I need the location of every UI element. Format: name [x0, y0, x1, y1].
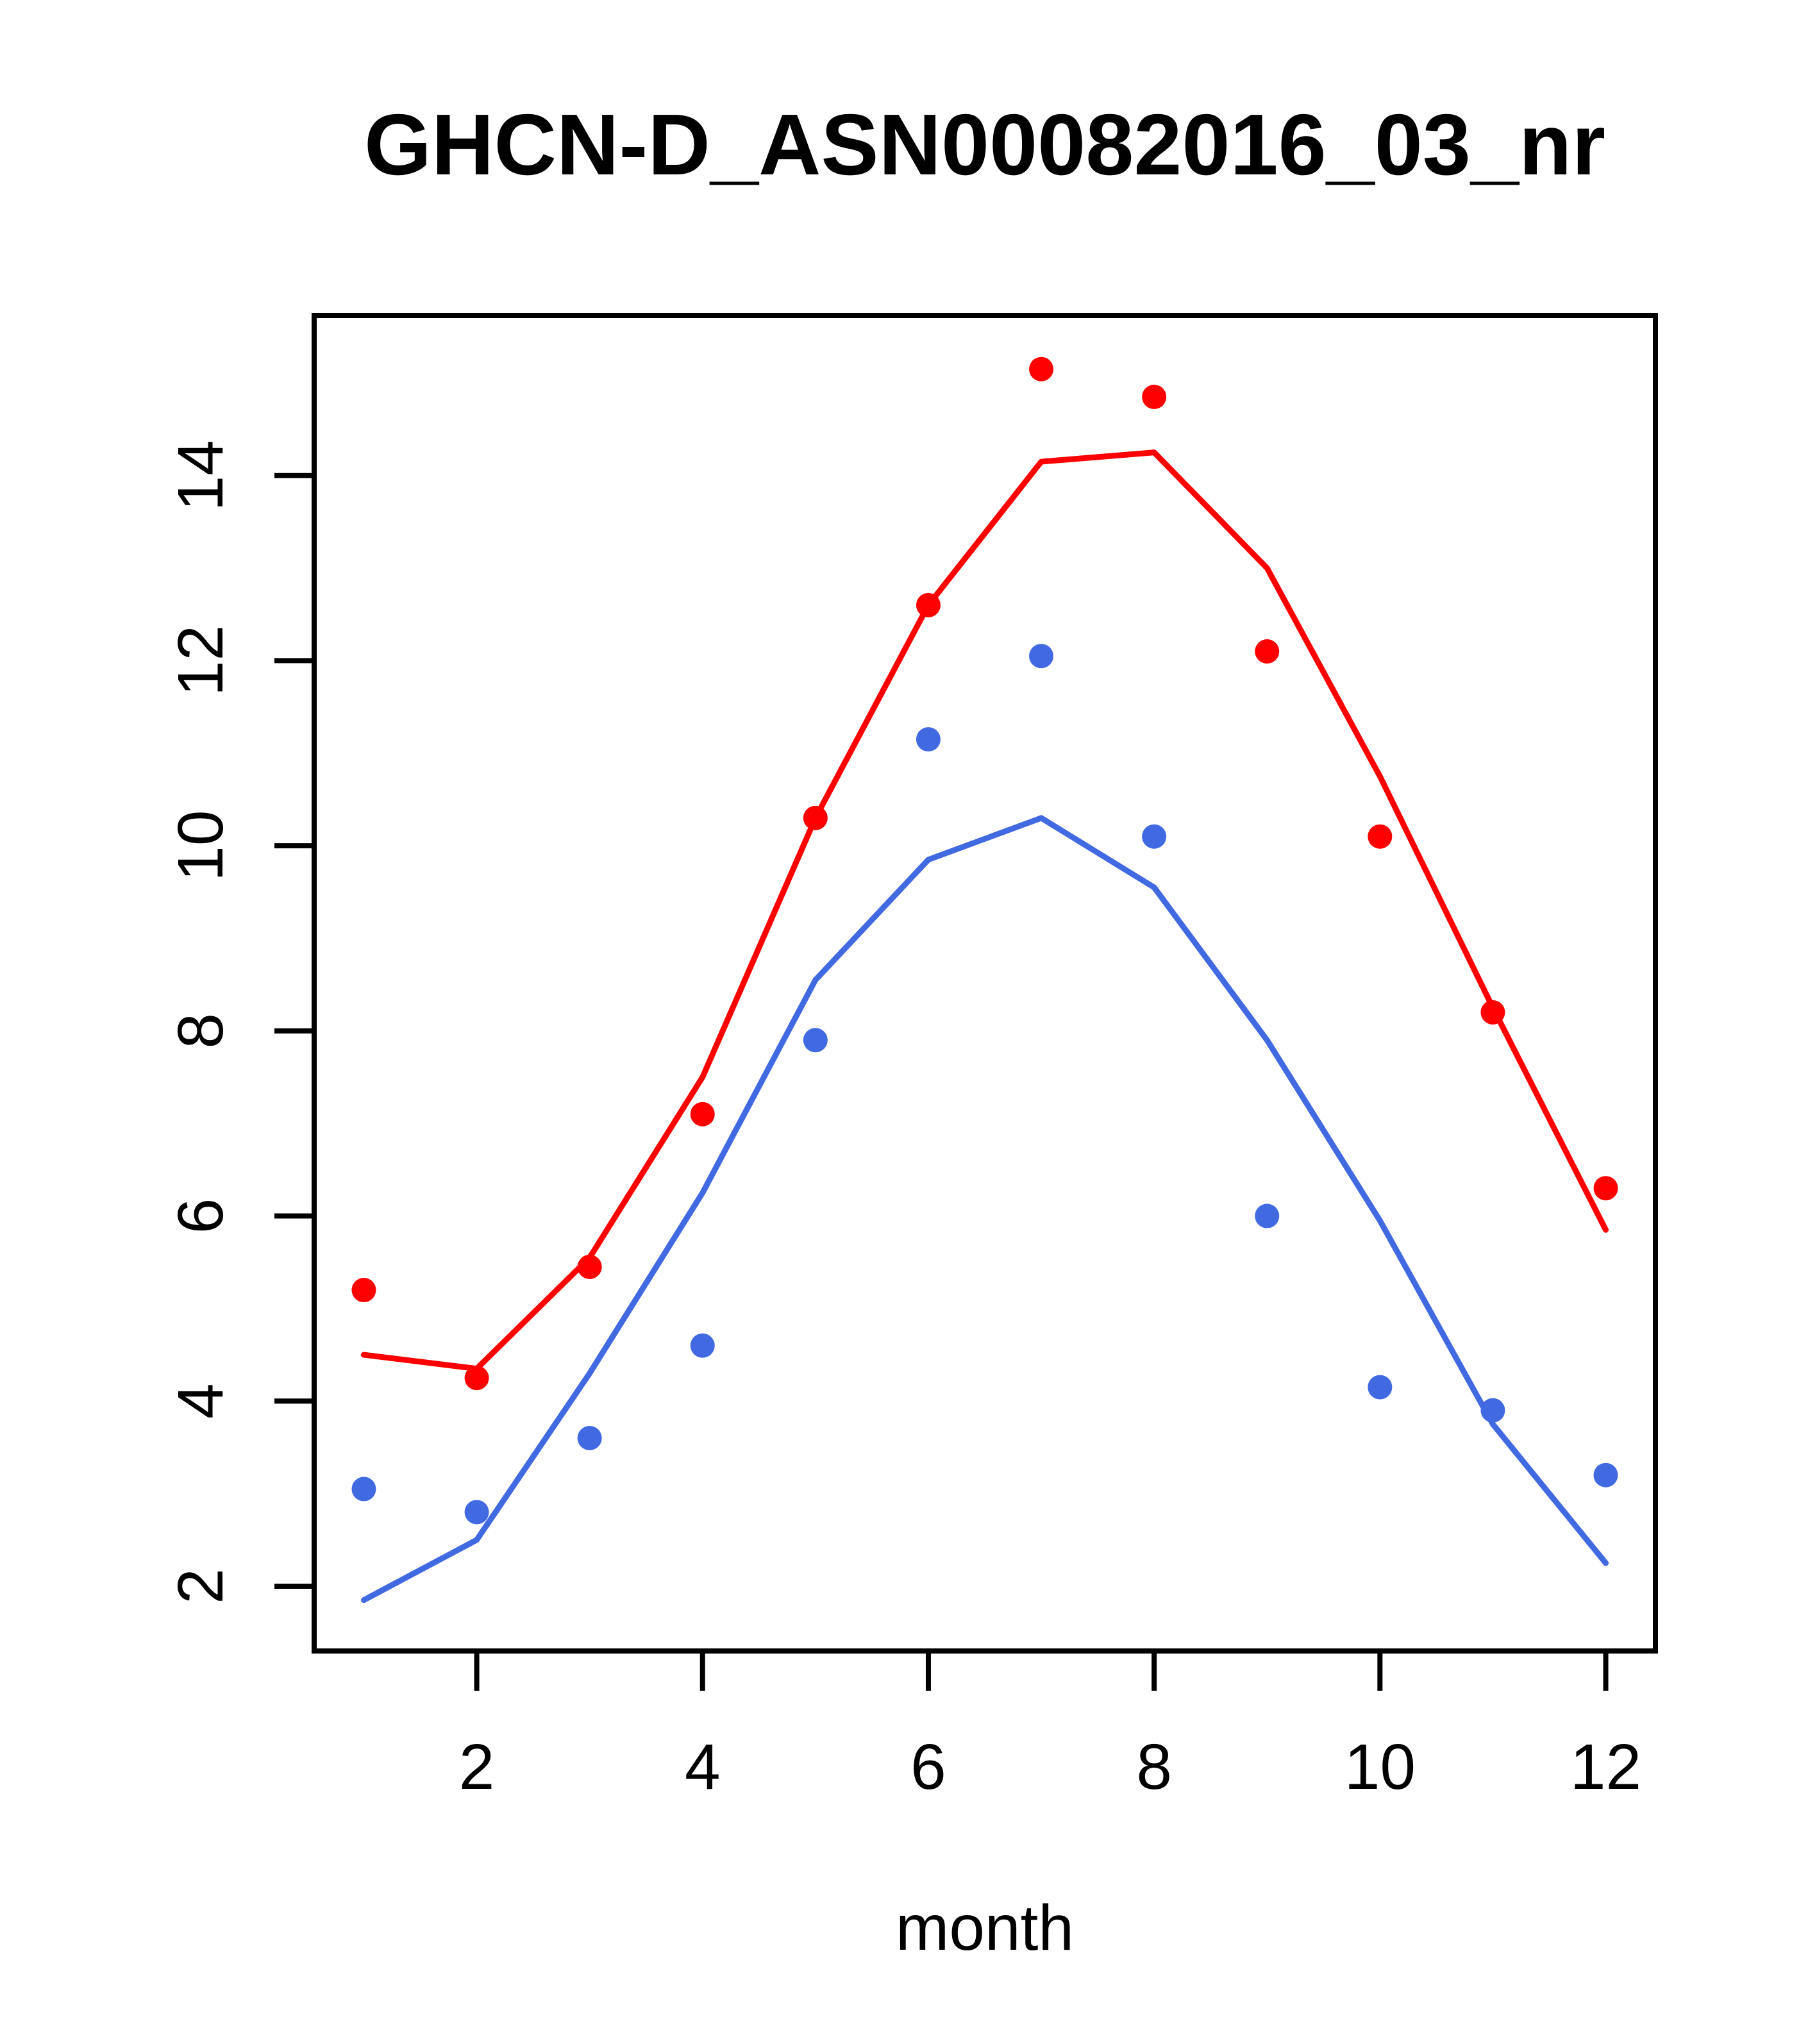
y-tick-label: 6 [165, 1198, 237, 1234]
red-points-marker [916, 592, 941, 617]
red-line [360, 449, 1609, 1372]
x-tick-label: 2 [459, 1731, 495, 1803]
x-tick-label: 6 [910, 1731, 946, 1803]
red-points-marker [1480, 1000, 1505, 1025]
blue-line [360, 815, 1609, 1604]
blue-points-marker [577, 1425, 602, 1450]
red-points-marker [1029, 356, 1054, 381]
blue-points-marker [803, 1028, 828, 1053]
plot-box [312, 313, 1658, 1654]
x-axis-label: month [896, 1892, 1074, 1964]
y-tick-label: 8 [165, 1013, 237, 1049]
blue-points-marker [916, 727, 941, 752]
blue-points-marker [1480, 1398, 1505, 1423]
red-points-marker [464, 1366, 489, 1391]
y-tick-label: 14 [165, 440, 237, 511]
x-tick-label: 12 [1570, 1731, 1641, 1803]
red-points-marker [577, 1254, 602, 1279]
red-points-marker [1255, 639, 1280, 664]
y-tick-label: 4 [165, 1383, 237, 1419]
y-tick-label: 2 [165, 1568, 237, 1604]
red-points-marker [803, 805, 828, 830]
blue-points-marker [1142, 824, 1167, 849]
blue-points-marker [464, 1500, 489, 1525]
red-points-marker [690, 1102, 715, 1127]
x-tick-label: 4 [685, 1731, 721, 1803]
chart-title: GHCN-D_ASN00082016_03_nr [364, 96, 1605, 193]
x-tick-label: 8 [1136, 1731, 1172, 1803]
blue-points-marker [690, 1333, 715, 1358]
blue-points-marker [1368, 1375, 1393, 1400]
red-points-marker [1142, 385, 1167, 410]
blue-points-marker [1029, 644, 1054, 669]
red-points-marker [1593, 1176, 1618, 1201]
blue-points-marker [1255, 1203, 1280, 1228]
red-points-marker [1368, 824, 1393, 849]
red-points-marker [351, 1278, 376, 1303]
y-tick-label: 10 [165, 810, 237, 882]
blue-points-marker [351, 1477, 376, 1502]
y-tick-label: 12 [165, 625, 237, 696]
blue-points-marker [1593, 1462, 1618, 1487]
x-tick-label: 10 [1344, 1731, 1416, 1803]
